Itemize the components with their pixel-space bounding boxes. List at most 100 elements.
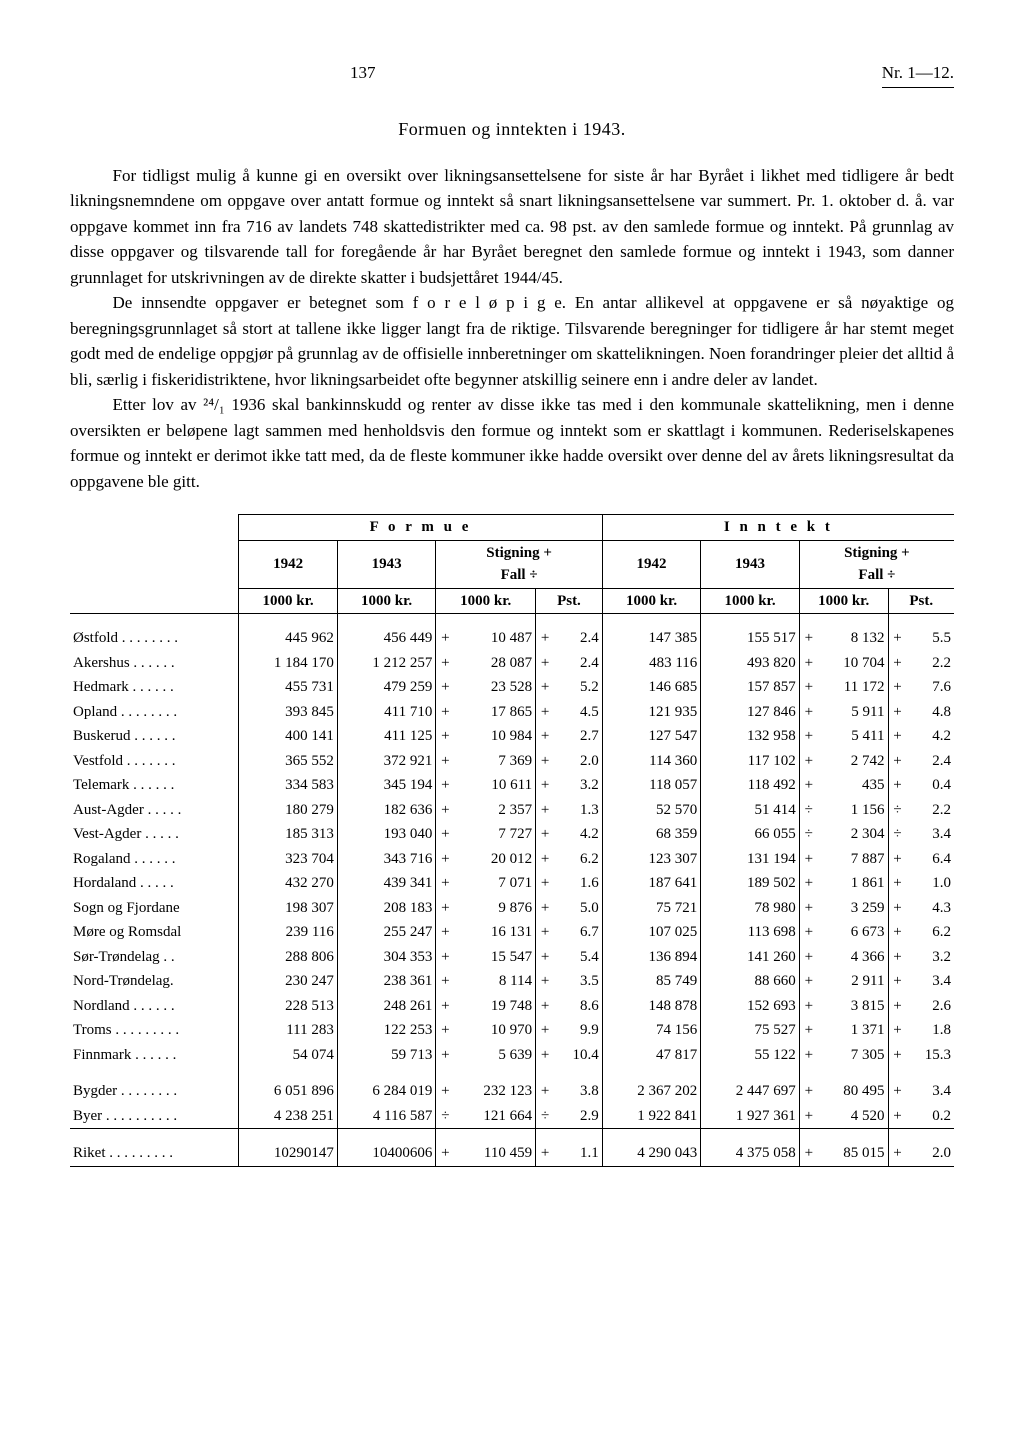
table-cell: 8.6 xyxy=(554,994,602,1019)
table-cell: Buskerud . . . . . . xyxy=(70,724,239,749)
table-cell: 4.5 xyxy=(554,700,602,725)
table-cell: 8 114 xyxy=(454,969,535,994)
table-row: Finnmark . . . . . .54 07459 713+5 639+1… xyxy=(70,1043,954,1068)
table-cell: 10 487 xyxy=(454,626,535,651)
table-cell: 334 583 xyxy=(239,773,338,798)
table-cell: + xyxy=(799,651,818,676)
table-cell: + xyxy=(799,749,818,774)
header-formue: F o r m u e xyxy=(239,515,602,541)
table-cell: 1 371 xyxy=(818,1018,888,1043)
table-cell: 19 748 xyxy=(454,994,535,1019)
table-cell: 3.5 xyxy=(554,969,602,994)
header-inntekt: I n n t e k t xyxy=(602,515,954,541)
table-cell: 7 727 xyxy=(454,822,535,847)
table-cell: + xyxy=(436,1141,455,1166)
table-cell: + xyxy=(799,847,818,872)
table-cell: Opland . . . . . . . . xyxy=(70,700,239,725)
table-cell: 118 492 xyxy=(701,773,800,798)
table-cell: 5.4 xyxy=(554,945,602,970)
table-row: Østfold . . . . . . . .445 962456 449+10… xyxy=(70,626,954,651)
table-cell: Finnmark . . . . . . xyxy=(70,1043,239,1068)
table-cell: ÷ xyxy=(888,822,907,847)
table-cell: 5.5 xyxy=(907,626,955,651)
table-cell: 439 341 xyxy=(337,871,436,896)
table-cell: 68 359 xyxy=(602,822,701,847)
table-cell: 2.6 xyxy=(907,994,955,1019)
table-cell: + xyxy=(536,651,555,676)
table-cell: 155 517 xyxy=(701,626,800,651)
table-cell: + xyxy=(888,773,907,798)
table-cell: 2.0 xyxy=(554,749,602,774)
unit-i42: 1000 kr. xyxy=(602,588,701,614)
table-cell: + xyxy=(536,822,555,847)
unit-fp: Pst. xyxy=(536,588,603,614)
table-row: Nord-Trøndelag.230 247238 361+8 114+3.58… xyxy=(70,969,954,994)
table-cell: + xyxy=(436,847,455,872)
table-cell: + xyxy=(536,626,555,651)
table-cell: 230 247 xyxy=(239,969,338,994)
table-cell: 28 087 xyxy=(454,651,535,676)
table-cell: 10 984 xyxy=(454,724,535,749)
table-cell: 445 962 xyxy=(239,626,338,651)
table-cell: 80 495 xyxy=(818,1079,888,1104)
col-ichange: Stigning + Fall ÷ xyxy=(799,540,954,588)
table-cell: + xyxy=(436,896,455,921)
table-cell: 2.9 xyxy=(554,1104,602,1129)
table-cell: 393 845 xyxy=(239,700,338,725)
table-cell: 121 935 xyxy=(602,700,701,725)
table-cell: + xyxy=(799,626,818,651)
table-cell: + xyxy=(436,1079,455,1104)
table-cell: 127 846 xyxy=(701,700,800,725)
unit-i43: 1000 kr. xyxy=(701,588,800,614)
table-cell: 187 641 xyxy=(602,871,701,896)
table-cell: 232 123 xyxy=(454,1079,535,1104)
table-cell: + xyxy=(436,1018,455,1043)
table-cell: + xyxy=(888,871,907,896)
table-cell: Byer . . . . . . . . . . xyxy=(70,1104,239,1129)
table-cell: 10 611 xyxy=(454,773,535,798)
table-cell: 2 357 xyxy=(454,798,535,823)
table-cell: 4.8 xyxy=(907,700,955,725)
table-cell: 1 922 841 xyxy=(602,1104,701,1129)
table-cell: 3.4 xyxy=(907,1079,955,1104)
unit-f42: 1000 kr. xyxy=(239,588,338,614)
table-cell: + xyxy=(536,798,555,823)
table-row: Møre og Romsdal239 116255 247+16 131+6.7… xyxy=(70,920,954,945)
table-row: Rogaland . . . . . .323 704343 716+20 01… xyxy=(70,847,954,872)
table-cell: + xyxy=(888,1104,907,1129)
table-cell: + xyxy=(436,945,455,970)
table-row: Riket . . . . . . . . .1029014710400606+… xyxy=(70,1141,954,1166)
table-cell: 5.2 xyxy=(554,675,602,700)
table-cell: 7.6 xyxy=(907,675,955,700)
table-cell: 198 307 xyxy=(239,896,338,921)
issue-number: Nr. 1—12. xyxy=(882,60,954,88)
table-cell: 88 660 xyxy=(701,969,800,994)
table-cell: + xyxy=(536,1141,555,1166)
table-cell: + xyxy=(799,724,818,749)
table-cell: 3.8 xyxy=(554,1079,602,1104)
table-cell: + xyxy=(799,1079,818,1104)
table-cell: + xyxy=(888,1018,907,1043)
table-cell: 121 664 xyxy=(454,1104,535,1129)
table-cell: Hedmark . . . . . . xyxy=(70,675,239,700)
table-cell: 85 749 xyxy=(602,969,701,994)
table-cell: 148 878 xyxy=(602,994,701,1019)
table-cell: + xyxy=(888,847,907,872)
unit-ic: 1000 kr. xyxy=(799,588,888,614)
table-cell: 455 731 xyxy=(239,675,338,700)
table-cell: 343 716 xyxy=(337,847,436,872)
table-cell: Østfold . . . . . . . . xyxy=(70,626,239,651)
table-cell: 288 806 xyxy=(239,945,338,970)
table-cell: 6 284 019 xyxy=(337,1079,436,1104)
table-cell: + xyxy=(436,871,455,896)
table-cell: 5 411 xyxy=(818,724,888,749)
table-cell: + xyxy=(888,675,907,700)
table-cell: 114 360 xyxy=(602,749,701,774)
table-cell: + xyxy=(436,798,455,823)
table-cell: + xyxy=(536,749,555,774)
table-cell: 5 911 xyxy=(818,700,888,725)
table-cell: + xyxy=(536,847,555,872)
table-cell: + xyxy=(536,675,555,700)
table-cell: 2 447 697 xyxy=(701,1079,800,1104)
table-cell: Nord-Trøndelag. xyxy=(70,969,239,994)
